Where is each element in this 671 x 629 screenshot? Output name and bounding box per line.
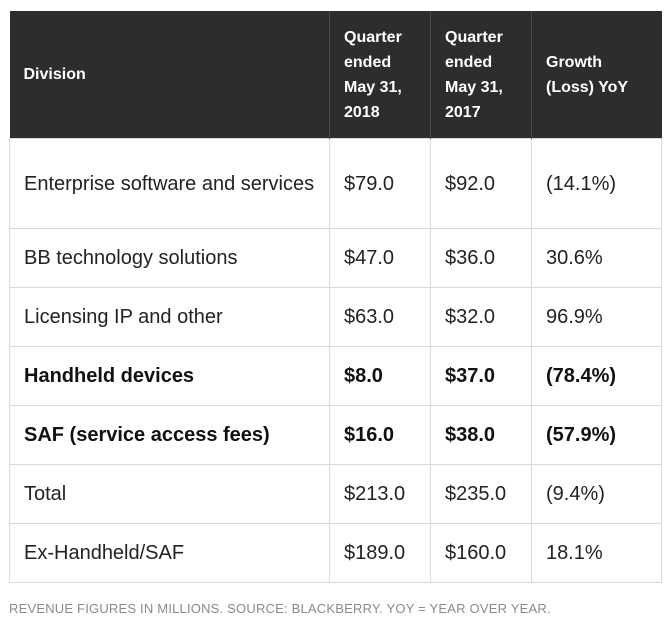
q2018-cell: $47.0 xyxy=(329,228,431,288)
division-cell: Licensing IP and other xyxy=(9,287,330,347)
table-row: Ex-Handheld/SAF $189.0 $160.0 18.1% xyxy=(9,523,662,583)
q2017-cell: $32.0 xyxy=(430,287,532,347)
table-row: Handheld devices $8.0 $37.0 (78.4%) xyxy=(9,346,662,406)
q2017-cell: $235.0 xyxy=(430,464,532,524)
growth-cell: (9.4%) xyxy=(531,464,662,524)
q2017-cell: $92.0 xyxy=(430,138,532,229)
division-cell: SAF (service access fees) xyxy=(9,405,330,465)
q2017-cell: $160.0 xyxy=(430,523,532,583)
table-row: BB technology solutions $47.0 $36.0 30.6… xyxy=(9,228,662,288)
q2017-cell: $37.0 xyxy=(430,346,532,406)
growth-cell: (78.4%) xyxy=(531,346,662,406)
table-row: SAF (service access fees) $16.0 $38.0 (5… xyxy=(9,405,662,465)
q2018-cell: $213.0 xyxy=(329,464,431,524)
header-quarter-2018: Quarter ended May 31, 2018 xyxy=(329,11,431,139)
header-division: Division xyxy=(9,11,330,139)
q2018-cell: $79.0 xyxy=(329,138,431,229)
header-growth-yoy: Growth (Loss) YoY xyxy=(531,11,662,139)
division-cell: BB technology solutions xyxy=(9,228,330,288)
division-cell: Enterprise software and services xyxy=(9,138,330,229)
growth-cell: 18.1% xyxy=(531,523,662,583)
table-row: Licensing IP and other $63.0 $32.0 96.9% xyxy=(9,287,662,347)
q2018-cell: $16.0 xyxy=(329,405,431,465)
q2018-cell: $8.0 xyxy=(329,346,431,406)
table-row: Total $213.0 $235.0 (9.4%) xyxy=(9,464,662,524)
growth-cell: (57.9%) xyxy=(531,405,662,465)
growth-cell: 30.6% xyxy=(531,228,662,288)
header-quarter-2017: Quarter ended May 31, 2017 xyxy=(430,11,532,139)
q2018-cell: $63.0 xyxy=(329,287,431,347)
table-caption: REVENUE FIGURES IN MILLIONS. SOURCE: BLA… xyxy=(9,601,551,616)
division-cell: Total xyxy=(9,464,330,524)
growth-cell: 96.9% xyxy=(531,287,662,347)
growth-cell: (14.1%) xyxy=(531,138,662,229)
table-row: Enterprise software and services $79.0 $… xyxy=(9,138,662,229)
q2017-cell: $36.0 xyxy=(430,228,532,288)
division-cell: Ex-Handheld/SAF xyxy=(9,523,330,583)
table-header-row: Division Quarter ended May 31, 2018 Quar… xyxy=(9,11,662,139)
revenue-table: Division Quarter ended May 31, 2018 Quar… xyxy=(9,11,662,583)
q2018-cell: $189.0 xyxy=(329,523,431,583)
division-cell: Handheld devices xyxy=(9,346,330,406)
q2017-cell: $38.0 xyxy=(430,405,532,465)
